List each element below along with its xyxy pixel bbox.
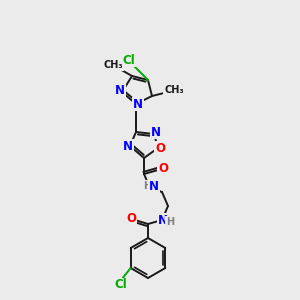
Text: H: H bbox=[166, 217, 174, 227]
Text: CH₃: CH₃ bbox=[164, 85, 184, 95]
Text: O: O bbox=[126, 212, 136, 224]
Text: Cl: Cl bbox=[123, 53, 135, 67]
Text: Cl: Cl bbox=[114, 278, 127, 292]
Text: N: N bbox=[149, 179, 159, 193]
Text: O: O bbox=[155, 142, 165, 154]
Text: N: N bbox=[158, 214, 168, 226]
Text: N: N bbox=[151, 125, 161, 139]
Text: CH₃: CH₃ bbox=[103, 60, 123, 70]
Text: N: N bbox=[123, 140, 133, 152]
Text: H: H bbox=[143, 181, 151, 191]
Text: N: N bbox=[133, 98, 143, 110]
Text: O: O bbox=[158, 161, 168, 175]
Text: N: N bbox=[115, 83, 125, 97]
